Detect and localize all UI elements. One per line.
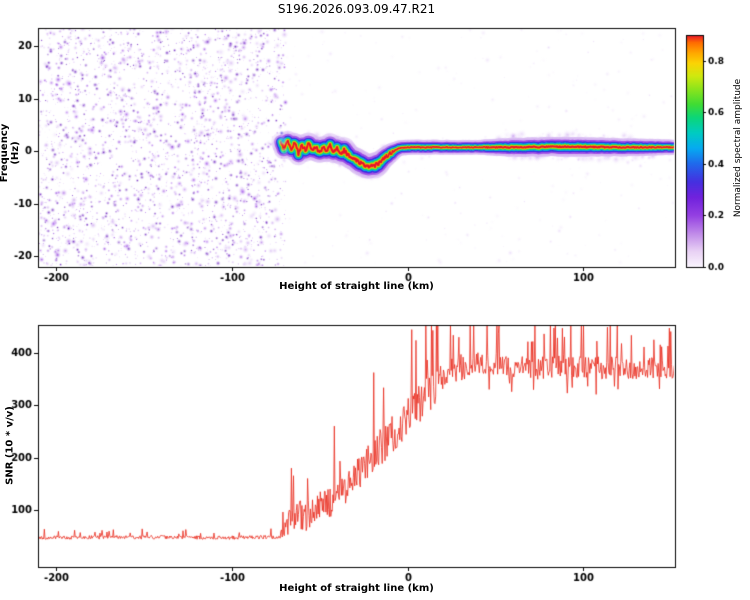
snr-plot bbox=[0, 300, 750, 600]
snr-axis-label: SNR (10 * v/v) bbox=[4, 406, 16, 485]
top-xaxis-label: Height of straight line (km) bbox=[279, 281, 434, 292]
colorbar-label: Normalized spectral amplitude bbox=[733, 78, 743, 218]
frequency-axis-label: Frequency (Hz) bbox=[0, 123, 21, 183]
bottom-xaxis-label: Height of straight line (km) bbox=[279, 583, 434, 594]
spectrogram-plot bbox=[0, 0, 750, 300]
